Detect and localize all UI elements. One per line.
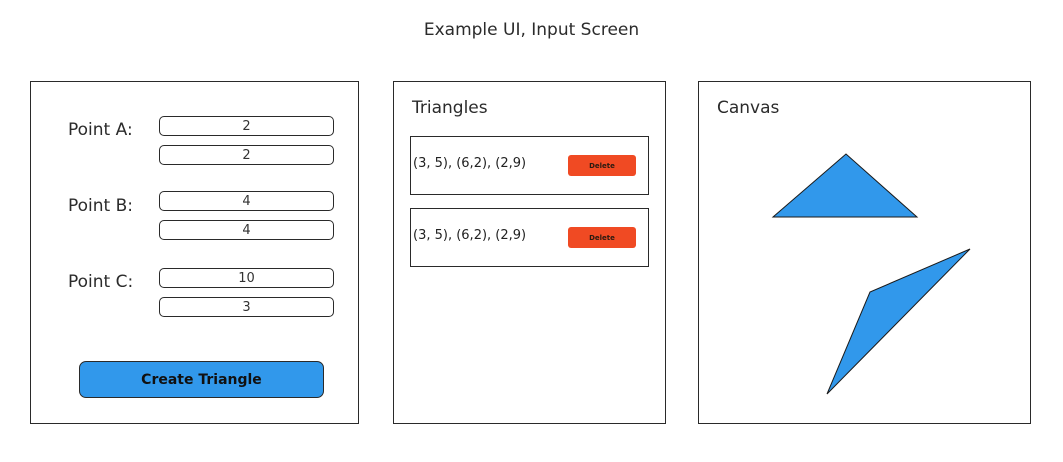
delete-triangle-button[interactable]: Delete [568, 227, 636, 248]
point-a-label: Point A: [68, 120, 133, 140]
canvas-panel-title: Canvas [717, 98, 780, 118]
triangles-panel-title: Triangles [412, 98, 488, 118]
page-title: Example UI, Input Screen [423, 20, 640, 40]
triangle-coordinates: (3, 5), (6,2), (2,9) [413, 228, 527, 243]
drawing-canvas[interactable] [699, 82, 1029, 422]
point-a-x-input[interactable] [159, 116, 334, 136]
point-c-x-input[interactable] [159, 268, 334, 288]
point-b-y-input[interactable] [159, 220, 334, 240]
canvas-triangle [771, 153, 919, 218]
triangle-list-item: (3, 5), (6,2), (2,9) Delete [410, 208, 649, 267]
create-triangle-button[interactable]: Create Triangle [79, 361, 324, 398]
point-c-y-input[interactable] [159, 297, 334, 317]
canvas-panel: Canvas [698, 81, 1031, 424]
triangles-panel: Triangles (3, 5), (6,2), (2,9) Delete (3… [393, 81, 666, 424]
triangle-coordinates: (3, 5), (6,2), (2,9) [413, 156, 527, 171]
point-a-y-input[interactable] [159, 145, 334, 165]
canvas-triangle [826, 248, 971, 395]
delete-triangle-button[interactable]: Delete [568, 155, 636, 176]
triangle-list-item: (3, 5), (6,2), (2,9) Delete [410, 136, 649, 195]
point-c-label: Point C: [68, 272, 134, 292]
input-panel: Point A: Point B: Point C: Create Triang… [30, 81, 359, 424]
point-b-x-input[interactable] [159, 191, 334, 211]
point-b-label: Point B: [68, 196, 134, 216]
